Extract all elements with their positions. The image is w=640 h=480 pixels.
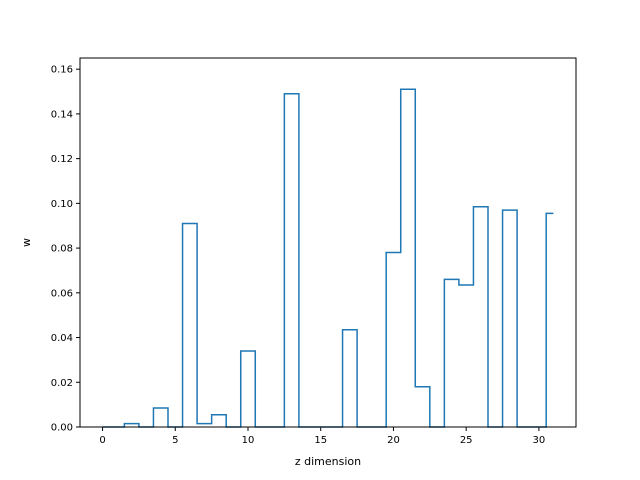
plot-frame <box>79 57 577 428</box>
y-tick-label: 0.04 <box>51 333 73 344</box>
y-tick-label: 0.14 <box>51 109 73 120</box>
series-w <box>102 88 554 428</box>
x-tick-label: 5 <box>172 435 178 446</box>
x-tick-label: 25 <box>460 435 473 446</box>
x-tick-label: 15 <box>314 435 327 446</box>
y-axis-ticks: 0.00 0.02 0.04 0.06 0.08 0.10 0.12 0.14 0.16 <box>51 65 80 434</box>
x-tick-label: 10 <box>242 435 255 446</box>
y-tick-label: 0.10 <box>51 199 73 210</box>
y-tick-label: 0.08 <box>51 244 73 255</box>
y-tick-label: 0.16 <box>51 65 73 76</box>
y-tick-label: 0.00 <box>51 423 73 434</box>
y-tick-label: 0.02 <box>51 378 73 389</box>
y-tick-label: 0.06 <box>51 288 73 299</box>
x-axis-label: z dimension <box>295 455 361 468</box>
x-tick-label: 20 <box>387 435 400 446</box>
y-tick-label: 0.12 <box>51 154 73 165</box>
y-axis-label: w <box>20 238 33 247</box>
x-axis-ticks: 0 5 10 15 20 25 30 <box>99 427 545 446</box>
x-tick-label: 30 <box>533 435 546 446</box>
series-line <box>102 88 554 428</box>
x-tick-label: 0 <box>99 435 105 446</box>
